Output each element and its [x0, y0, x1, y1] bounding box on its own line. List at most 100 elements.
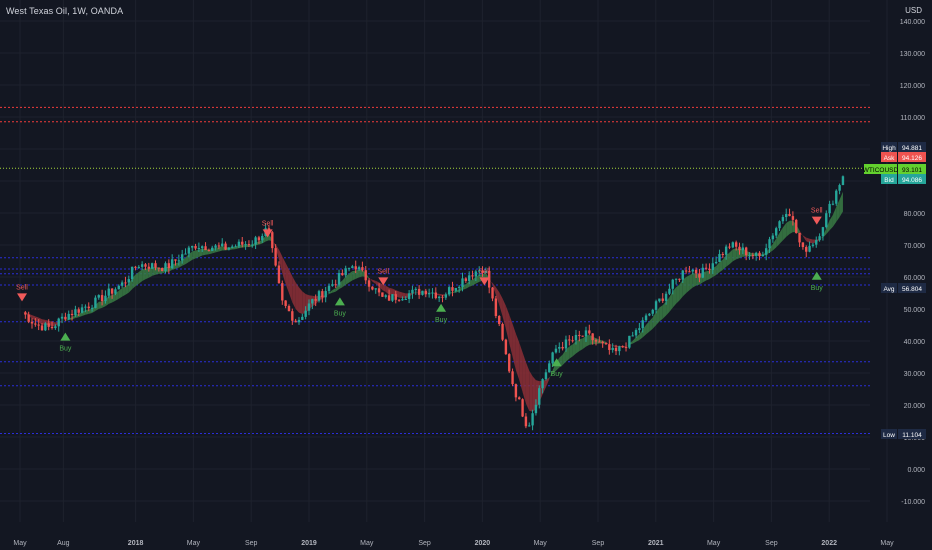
candle: [271, 230, 274, 253]
candle: [464, 277, 468, 283]
price-label-name: High: [882, 145, 896, 152]
ribbon-segment: [108, 295, 113, 304]
y-tick-label: 20.000: [904, 403, 926, 410]
ribbon-segment: [832, 206, 837, 227]
candle: [244, 241, 247, 250]
candle-body: [815, 240, 818, 245]
ribbon-segment: [312, 295, 316, 307]
ribbon-segment: [475, 274, 480, 284]
candle: [257, 235, 261, 244]
candle: [197, 242, 201, 252]
candle: [644, 313, 648, 322]
candle-body: [514, 384, 518, 398]
ribbon-segment: [455, 289, 460, 293]
candle-body: [394, 294, 397, 300]
candle: [107, 283, 110, 299]
candle: [564, 335, 568, 352]
candle-body: [334, 284, 337, 286]
candle: [568, 335, 571, 346]
ribbon-segment: [806, 237, 810, 243]
candle-body: [157, 267, 161, 269]
ribbon-segment: [729, 249, 733, 265]
ribbon-segment: [452, 290, 456, 294]
candle-body: [90, 307, 94, 309]
candle-body: [754, 252, 758, 256]
candle-body: [177, 260, 181, 262]
candle: [201, 245, 204, 252]
candle-body: [694, 269, 698, 274]
ribbon-segment: [372, 279, 376, 284]
buy-label: Buy: [59, 346, 72, 353]
candle: [741, 243, 745, 255]
candle: [154, 260, 157, 271]
candle-body: [718, 254, 721, 262]
ribbon-segment: [342, 276, 346, 288]
candle: [147, 262, 151, 272]
candle-body: [678, 278, 681, 280]
candle-body: [775, 228, 778, 236]
candle-body: [134, 266, 137, 268]
candle: [484, 267, 488, 274]
price-label-value: 11.104: [902, 432, 922, 439]
candle: [130, 266, 134, 282]
candle-body: [654, 301, 658, 310]
ribbon-segment: [155, 267, 159, 275]
candle: [204, 242, 207, 251]
candle-body: [761, 254, 765, 257]
candle-body: [791, 216, 795, 220]
ribbon-segment: [118, 287, 123, 299]
candle-body: [70, 313, 74, 315]
candle: [588, 324, 591, 335]
candle: [825, 210, 828, 229]
candle: [451, 281, 454, 297]
candle: [124, 276, 127, 288]
candle-body: [521, 399, 524, 417]
candle: [604, 342, 608, 345]
y-tick-label: -10.000: [901, 499, 925, 506]
candle-body: [231, 246, 234, 248]
candle-body: [87, 306, 90, 309]
ribbon-segment: [469, 279, 473, 287]
candle: [277, 261, 281, 284]
candle-body: [387, 295, 391, 301]
candle-body: [561, 346, 564, 349]
candle: [217, 242, 221, 250]
x-tick-label: 2018: [128, 540, 144, 547]
candle-body: [644, 315, 648, 321]
candle: [838, 183, 841, 195]
x-tick-label: May: [187, 540, 201, 547]
candle-body: [778, 221, 781, 229]
ribbon-segment: [802, 235, 807, 242]
candle: [411, 285, 414, 299]
candle: [668, 283, 671, 296]
candle: [164, 261, 167, 274]
ribbon-segment: [826, 220, 830, 235]
candle-body: [104, 295, 107, 302]
sell-arrow-icon: [811, 216, 822, 225]
ribbon-segment: [606, 341, 610, 345]
candle-body: [180, 254, 184, 261]
ribbon-segment: [218, 246, 223, 252]
price-label-value-bg: [898, 283, 926, 293]
candle: [688, 266, 691, 273]
ribbon-segment: [652, 312, 657, 329]
x-tick-label: 2019: [301, 540, 317, 547]
candle-body: [618, 346, 621, 352]
candle: [50, 321, 54, 330]
candle-body: [30, 321, 34, 324]
ribbon-segment: [579, 338, 583, 352]
ribbon-segment: [676, 284, 680, 304]
candle: [467, 271, 471, 285]
ribbon-segment: [829, 214, 833, 231]
ribbon-segment: [639, 329, 643, 340]
symbol-title[interactable]: West Texas Oil, 1W, OANDA: [6, 6, 124, 16]
candle-body: [764, 248, 768, 255]
candle: [87, 302, 90, 312]
ribbon-segment: [545, 377, 550, 388]
candle-body: [591, 333, 594, 341]
price-label-value: 94.881: [902, 145, 922, 152]
ribbon-segment: [175, 262, 179, 269]
candle: [60, 313, 64, 324]
candle: [211, 245, 214, 252]
